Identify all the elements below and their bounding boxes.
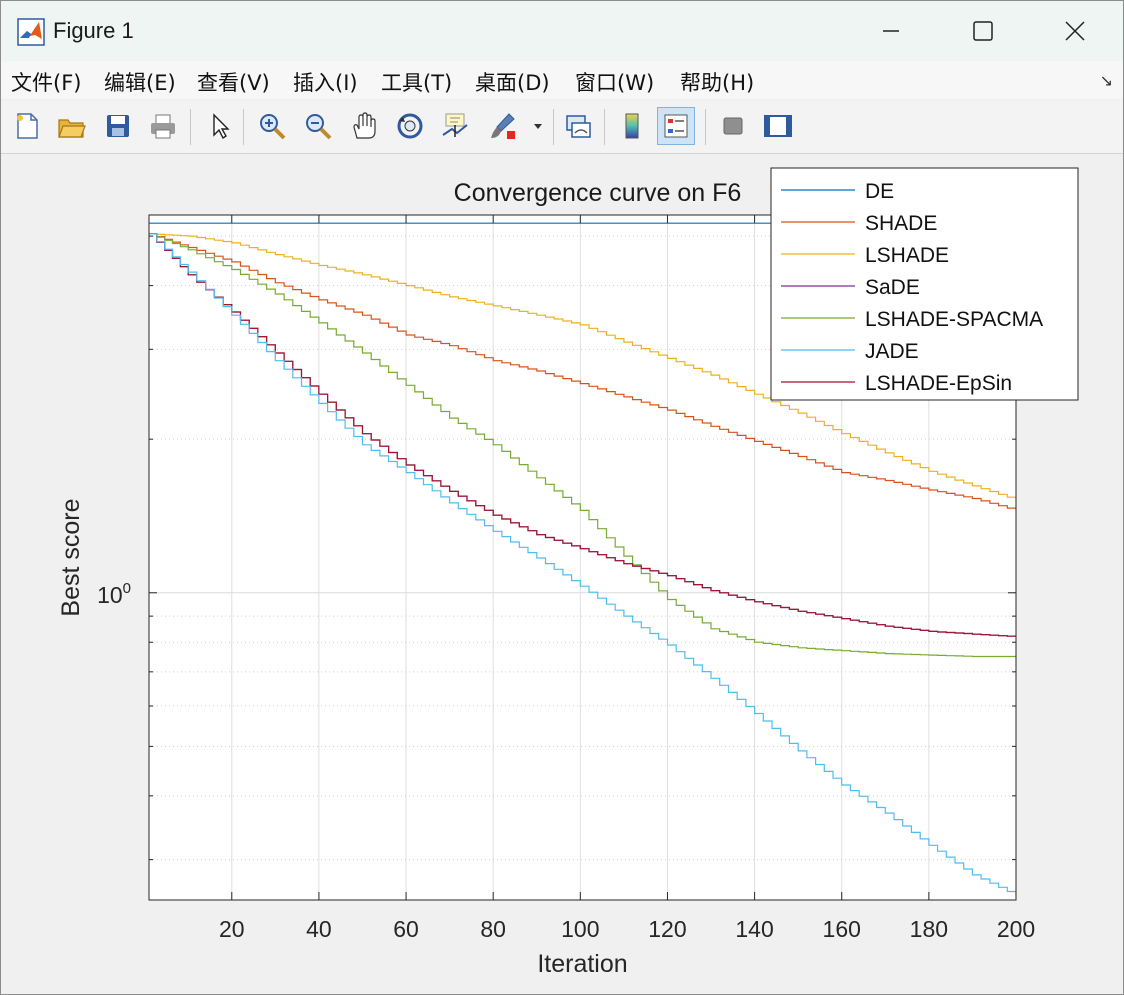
title-bar: Figure 1 (1, 1, 1123, 61)
toolbar-separator (553, 109, 554, 145)
dock-arrow-icon[interactable]: ↘ (1099, 73, 1113, 90)
legend-box (770, 167, 1079, 401)
toolbar (1, 101, 1123, 154)
series-line-jade (149, 233, 1016, 896)
window-title: Figure 1 (53, 18, 134, 43)
rotate-3d-icon (397, 113, 423, 139)
pointer-icon (213, 113, 230, 140)
pan-button[interactable] (345, 107, 383, 145)
save-icon (107, 115, 129, 137)
plot-lines (149, 222, 1016, 896)
menu-tools[interactable]: 工具(T) (381, 71, 453, 95)
toolbar-separator (604, 109, 605, 145)
legend-label: SHADE (865, 212, 937, 235)
zoom-in-icon (260, 114, 286, 140)
menu-bar: 文件(F) 编辑(E) 查看(V) 插入(I) 工具(T) 桌面(D) 窗口(W… (1, 61, 1123, 99)
pan-hand-icon (353, 112, 376, 139)
show-plot-tools-button[interactable] (759, 107, 797, 145)
series-line-shade (149, 233, 1016, 511)
y-axis-label: Best score (57, 498, 85, 616)
x-tick-label: 120 (648, 916, 686, 942)
data-cursor-icon (442, 113, 468, 137)
data-cursor-button[interactable] (436, 107, 474, 145)
zoom-out-icon (306, 114, 332, 140)
x-tick-label: 200 (997, 916, 1035, 942)
show-plot-tools-icon (764, 115, 792, 137)
matlab-logo-icon (17, 18, 45, 46)
rotate-3d-button[interactable] (391, 107, 429, 145)
minimize-button[interactable] (869, 9, 913, 53)
print-icon (151, 114, 175, 139)
toolbar-separator (190, 109, 191, 145)
hide-plot-tools-icon (723, 117, 743, 135)
maximize-button[interactable] (961, 9, 1005, 53)
x-tick-label: 20 (219, 916, 245, 942)
toolbar-separator (243, 109, 244, 145)
pointer-button[interactable] (201, 107, 239, 145)
zoom-out-button[interactable] (299, 107, 337, 145)
chart-title: Convergence curve on F6 (454, 179, 742, 207)
x-tick-label: 100 (561, 916, 599, 942)
chevron-down-icon (534, 124, 542, 129)
series-line-lshade (149, 233, 1016, 500)
menu-edit[interactable]: 编辑(E) (104, 71, 176, 95)
minimize-icon (883, 30, 899, 32)
y-tick-label: 100 (97, 580, 131, 608)
close-button[interactable] (1053, 9, 1097, 53)
colorbar-button[interactable] (613, 107, 651, 145)
menu-window[interactable]: 窗口(W) (575, 71, 655, 95)
brush-icon (491, 113, 515, 139)
legend-label: LSHADE-EpSin (865, 372, 1012, 395)
link-plot-button[interactable] (559, 107, 597, 145)
link-plot-icon (566, 115, 591, 138)
figure-canvas: 20 40 60 80 100 120 140 160 180 200 100 Convergenc… (1, 154, 1123, 994)
x-tick-label: 160 (823, 916, 861, 942)
menu-desktop[interactable]: 桌面(D) (475, 71, 550, 95)
convergence-chart[interactable]: 20 40 60 80 100 120 140 160 180 200 100 Convergenc… (1, 154, 1123, 994)
x-tick-label: 180 (910, 916, 948, 942)
legend[interactable]: DE SHADE LSHADE SaDE LSHADE-SPACMA JADE LSHADE… (770, 167, 1079, 401)
legend-icon (664, 114, 688, 138)
axis-ticks: 20 40 60 80 100 120 140 160 180 200 100 (97, 215, 1035, 942)
legend-label: DE (865, 180, 894, 203)
open-file-icon (58, 119, 86, 138)
legend-label: LSHADE-SPACMA (865, 308, 1043, 331)
menu-insert[interactable]: 插入(I) (293, 71, 358, 95)
zoom-in-button[interactable] (253, 107, 291, 145)
brush-dropdown-button[interactable] (525, 107, 551, 145)
legend-label: SaDE (865, 276, 920, 299)
x-tick-label: 80 (480, 916, 506, 942)
legend-label: JADE (865, 340, 919, 363)
x-tick-label: 40 (306, 916, 332, 942)
save-button[interactable] (99, 107, 137, 145)
legend-button[interactable] (657, 107, 695, 145)
toolbar-separator (705, 109, 706, 145)
menu-file[interactable]: 文件(F) (11, 71, 82, 95)
new-figure-icon (17, 113, 38, 139)
new-figure-button[interactable] (8, 107, 46, 145)
series-line-lshade-spacma (149, 233, 1016, 658)
maximize-icon (973, 21, 993, 41)
x-axis-label: Iteration (537, 950, 627, 978)
axes-box (148, 214, 1017, 901)
colorbar-icon (625, 113, 639, 139)
close-icon (1065, 21, 1085, 41)
menu-view[interactable]: 查看(V) (197, 71, 270, 95)
print-button[interactable] (144, 107, 182, 145)
brush-button[interactable] (483, 107, 521, 145)
hide-plot-tools-button[interactable] (714, 107, 752, 145)
series-line-lshade-epsin (149, 233, 1016, 637)
menu-help[interactable]: 帮助(H) (680, 71, 755, 95)
open-file-button[interactable] (52, 107, 90, 145)
x-tick-label: 140 (735, 916, 773, 942)
x-tick-label: 60 (393, 916, 419, 942)
legend-label: LSHADE (865, 244, 949, 267)
